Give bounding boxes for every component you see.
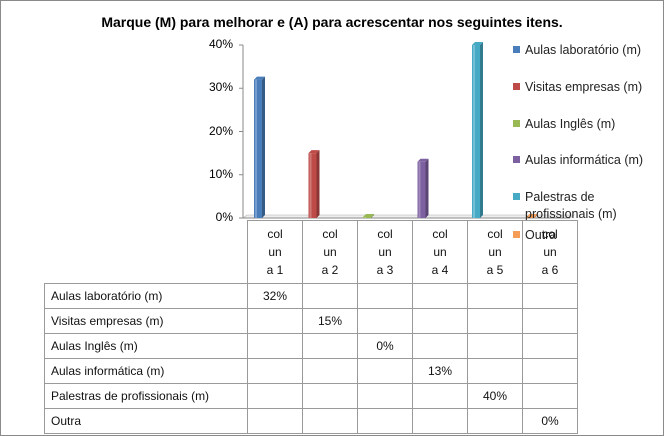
table-cell: [247, 383, 303, 409]
table-header-row: col un a 1 col un a 2 col un a 3 col un a 4 col un a 5…: [44, 220, 578, 284]
table-cell: [302, 333, 358, 359]
legend-label: Aulas Inglês (m): [525, 117, 616, 131]
table-cell: [412, 283, 468, 309]
data-table: col un a 1 col un a 2 col un a 3 col un a 4 col un a 5…: [44, 220, 578, 434]
x-tick-label: col un a 1: [247, 220, 303, 284]
table-cell: [247, 308, 303, 334]
legend-swatch: [513, 46, 520, 53]
data-label: 0%: [522, 408, 578, 434]
data-label: 0%: [357, 333, 413, 359]
bar: [472, 42, 483, 218]
table-cell: [302, 358, 358, 384]
bar: [308, 150, 320, 218]
table-cell: [302, 383, 358, 409]
table-cell: [357, 308, 413, 334]
table-row: Outra 0%: [44, 408, 578, 434]
x-tick-label: col un a 5: [467, 220, 523, 284]
table-cell: [522, 308, 578, 334]
y-tick-label: 10%: [208, 166, 233, 181]
table-row: Aulas Inglês (m) 0%: [44, 333, 578, 359]
table-row-label: Aulas informática (m): [44, 358, 248, 384]
table-cell: [522, 283, 578, 309]
table-cell: [247, 358, 303, 384]
table-cell: [467, 283, 523, 309]
table-cell: [412, 308, 468, 334]
table-cell: [247, 333, 303, 359]
table-corner: [44, 220, 248, 284]
data-label: 40%: [467, 383, 523, 409]
table-cell: [467, 408, 523, 434]
table-cell: [357, 283, 413, 309]
table-cell: [302, 283, 358, 309]
table-cell: [357, 383, 413, 409]
table-row: Aulas informática (m) 13%: [44, 358, 578, 384]
table-row-label: Aulas Inglês (m): [44, 333, 248, 359]
y-tick-label: 30%: [208, 80, 233, 95]
x-tick-label: col un a 3: [357, 220, 413, 284]
table-cell: [412, 333, 468, 359]
table-row-label: Visitas empresas (m): [44, 308, 248, 334]
table-cell: [522, 383, 578, 409]
table-row-label: Aulas laboratório (m): [44, 283, 248, 309]
legend-swatch: [513, 83, 520, 90]
legend-label: Aulas laboratório (m): [525, 43, 642, 57]
bar: [417, 158, 429, 218]
data-label: 32%: [247, 283, 303, 309]
table-row-label: Outra: [44, 408, 248, 434]
table-cell: [467, 308, 523, 334]
bar: [526, 214, 538, 218]
data-label: 13%: [412, 358, 468, 384]
y-tick-label: 20%: [208, 123, 233, 138]
table-cell: [247, 408, 303, 434]
x-tick-label: col un a 4: [412, 220, 468, 284]
table-cell: [302, 408, 358, 434]
table-cell: [412, 383, 468, 409]
legend-label: Palestras de profissionais (m): [525, 190, 617, 221]
table-body: Aulas laboratório (m) 32% Visitas empresas…: [44, 283, 578, 434]
table-cell: [467, 333, 523, 359]
bar: [363, 214, 374, 218]
table-cell: [412, 408, 468, 434]
table-row: Palestras de profissionais (m) 40%: [44, 383, 578, 409]
table-row: Visitas empresas (m) 15%: [44, 308, 578, 334]
x-tick-label: col un a 2: [302, 220, 358, 284]
table-cell: [522, 333, 578, 359]
bar: [254, 76, 265, 218]
table-row: Aulas laboratório (m) 32%: [44, 283, 578, 309]
table-cell: [357, 358, 413, 384]
legend-swatch: [513, 193, 520, 200]
legend-label: Aulas informática (m): [525, 153, 644, 167]
table-cell: [357, 408, 413, 434]
chart-title: Marque (M) para melhorar e (A) para acre…: [101, 14, 563, 30]
legend-swatch: [513, 156, 520, 163]
data-label: 15%: [302, 308, 358, 334]
legend-swatch: [513, 120, 520, 127]
legend-label: Visitas empresas (m): [525, 80, 643, 94]
table-row-label: Palestras de profissionais (m): [44, 383, 248, 409]
table-cell: [522, 358, 578, 384]
table-cell: [467, 358, 523, 384]
x-tick-label: col un a 6: [522, 220, 578, 284]
y-tick-label: 40%: [208, 37, 233, 51]
